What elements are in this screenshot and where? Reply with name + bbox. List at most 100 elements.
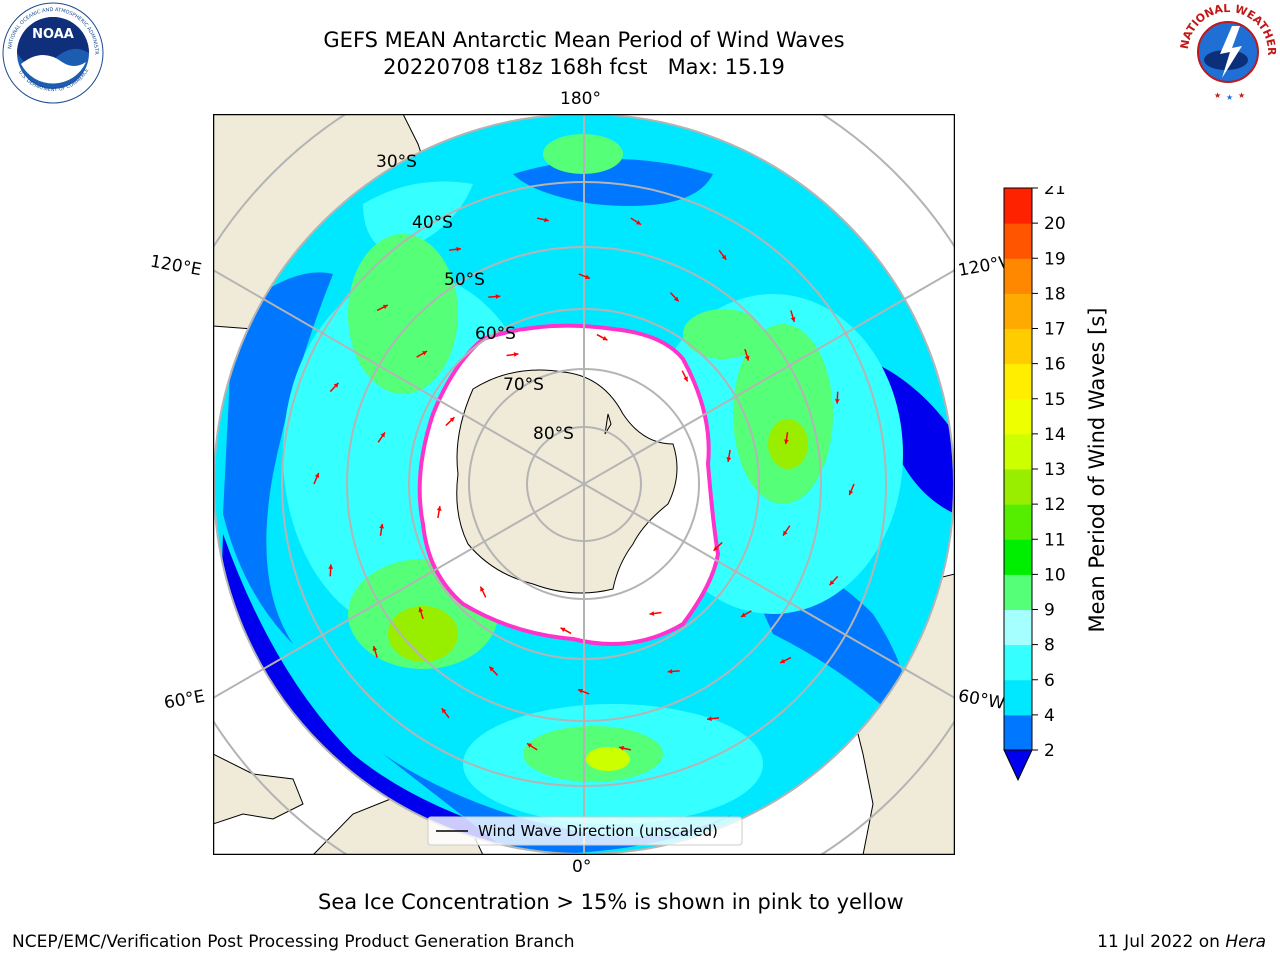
colorbar-segment [1004,258,1032,294]
wave-arrow-head [333,382,339,388]
wave-arrow-head [489,666,495,672]
colorbar-extend-min [1003,749,1033,782]
wave-arrow-head [560,627,566,633]
wave-arrow-head [422,351,428,356]
wave-arrow-head [380,432,385,438]
colorbar-tick-label: 6 [1044,671,1055,691]
wave-arrow-head [683,376,688,382]
colorbar: 2 4 6 8 9 10 11 12 13 14 15 16 17 18 19 20 21 [1003,186,1066,782]
colorbar-tick-label: 10 [1044,565,1066,585]
run-date: 11 Jul 2022 on Hera [1097,932,1266,952]
colorbar-label: Mean Period of Wind Waves [s] [1085,307,1109,633]
wave-arrow-head [619,745,625,751]
wave-arrow-head [602,335,608,341]
wave-arrow-head [790,317,796,322]
credit-line: NCEP/EMC/Verification Post Processing Pr… [12,932,575,952]
svg-text:NOAA: NOAA [32,27,74,42]
wave-arrow-head [649,611,655,616]
svg-text:★: ★ [1238,91,1245,100]
lon-label-120e: 120°E [148,251,204,281]
wave-arrow-head [527,743,533,748]
wind-wave-arrows [313,217,855,751]
svg-text:★: ★ [1214,91,1221,100]
lon-label-180: 180° [560,89,601,109]
nws-logo: NATIONAL WEATHER SERVICE ★ ★ ★ [1178,2,1278,102]
lon-label-60w: 60°W [956,686,1007,714]
colorbar-segment [1004,679,1032,716]
colorbar-segment [1004,433,1032,470]
wave-arrow-head [382,304,388,310]
wave-arrow-head [829,580,835,586]
colorbar-tick-label: 17 [1044,320,1066,340]
colorbar-tick-label: 15 [1044,390,1066,410]
colorbar-tick-label: 14 [1044,425,1066,445]
wave-arrow-head [713,545,719,551]
wave-arrow-head [740,612,746,617]
colorbar-segment [1004,714,1032,751]
wave-arrow-head [673,296,679,302]
colorbar-segment [1004,398,1032,435]
legend-text: Wind Wave Direction (unscaled) [478,822,718,840]
colorbar-tick-label: 11 [1044,530,1066,550]
colorbar-tick-label: 9 [1044,601,1055,621]
lon-label-60e: 60°E [162,686,207,714]
colorbar-tick-label: 2 [1044,741,1055,761]
colorbar-tick-label: 12 [1044,495,1066,515]
wave-arrow-head [667,669,673,674]
noaa-logo: NOAA NATIONAL OCEANIC AND ATMOSPHERIC AD… [2,2,104,104]
lat-label-80s: 80°S [533,424,574,444]
wave-arrow-head [328,564,334,569]
colorbar-tick-label: 13 [1044,460,1066,480]
colorbar-tick-label: 19 [1044,249,1066,269]
wave-arrow-head [441,708,447,714]
colorbar-segment [1004,504,1032,540]
colorbar-segment [1004,188,1032,224]
legend [427,816,743,846]
wave-arrow-head [780,658,786,664]
antarctica [456,369,678,594]
lat-label-50s: 50°S [444,270,485,290]
wave-arrow-head [513,352,519,357]
wave-arrow-head [495,294,501,299]
wave-arrow-head [543,217,549,223]
footnote: Sea Ice Concentration > 15% is shown in … [318,890,904,914]
wave-arrow-head [721,254,727,260]
colorbar-segment [1004,644,1032,681]
run-machine: Hera [1225,932,1266,952]
svg-text:★: ★ [1226,93,1233,102]
colorbar-segment [1004,609,1032,646]
colorbar-tick-label: 18 [1044,284,1066,304]
wave-arrow-head [744,355,750,361]
colorbar-segment [1004,363,1032,400]
lat-label-60s: 60°S [475,324,516,344]
colorbar-segment [1004,328,1032,365]
wave-arrow-head [436,506,442,511]
colorbar-tick-label: 16 [1044,355,1066,375]
wave-arrow-head [314,472,320,478]
wave-arrow-head [707,716,712,722]
wave-arrow-head [418,607,424,613]
colorbar-segment [1004,539,1032,575]
colorbar-tick-label: 8 [1044,636,1055,656]
wave-arrow-head [449,417,455,423]
colorbar-segment [1004,293,1032,329]
wave-arrow-head [480,586,485,592]
lat-label-70s: 70°S [503,375,544,395]
colorbar-tick-label: 20 [1044,214,1066,234]
lat-label-30s: 30°S [376,152,417,172]
colorbar-segment [1004,223,1032,259]
chart-subtitle: 20220708 t18z 168h fcst Max: 15.19 [383,55,785,79]
wave-arrow-head [635,220,641,225]
wave-arrow-head [784,439,789,445]
lat-label-40s: 40°S [412,213,453,233]
wave-arrow-head [379,523,384,529]
wave-arrow-head [585,274,591,280]
colorbar-tick-label: 21 [1044,186,1066,199]
wave-arrow-head [848,490,854,496]
wave-arrow-head [726,457,732,462]
chart-title: GEFS MEAN Antarctic Mean Period of Wind … [323,28,845,52]
wave-arrow-head [456,246,461,252]
wave-arrow-head [834,399,840,404]
colorbar-tick-label: 4 [1044,706,1055,726]
wave-arrow-head [783,530,788,536]
